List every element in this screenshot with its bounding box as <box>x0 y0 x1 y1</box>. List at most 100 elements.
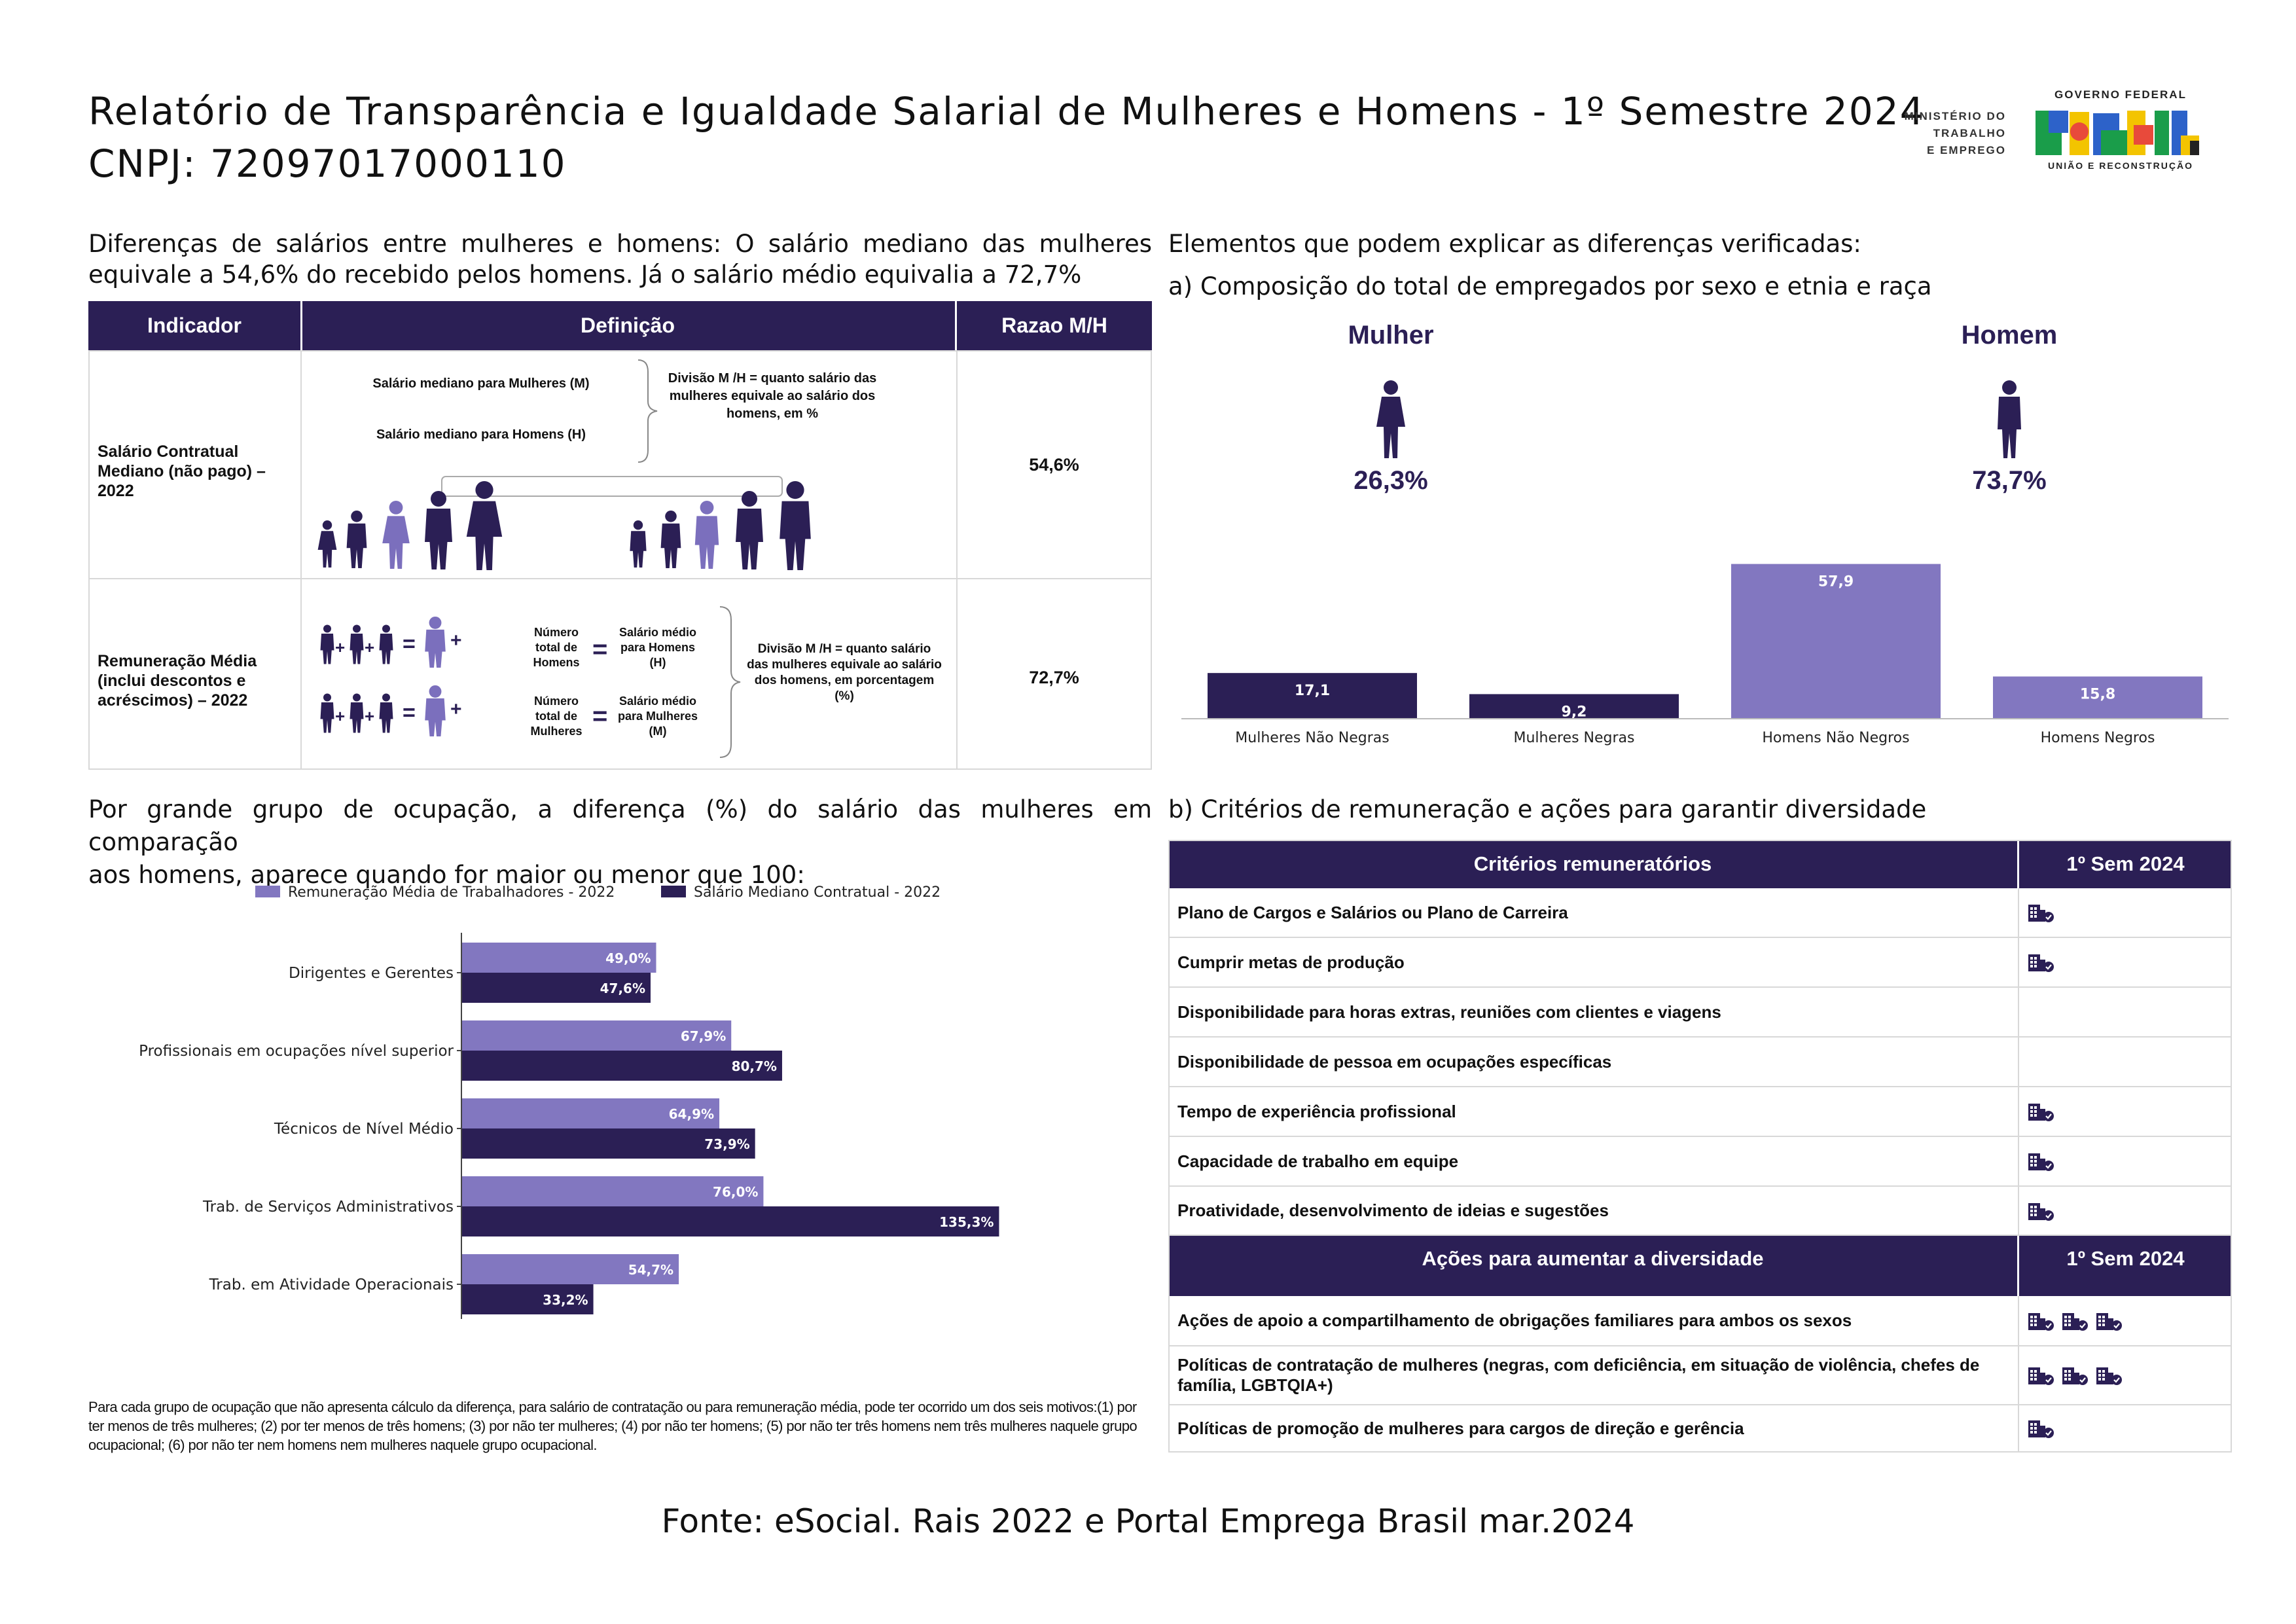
cnpj: CNPJ: 72097017000110 <box>88 141 567 186</box>
building-check-icon <box>2096 1312 2122 1331</box>
row-value <box>2019 988 2232 1036</box>
diff-intro: Diferenças de salários entre mulheres e … <box>88 230 1152 258</box>
row-value <box>2019 1087 2232 1136</box>
table-row: Disponibilidade de pessoa em ocupações e… <box>1168 1038 2232 1087</box>
homem-pct: 73,7% <box>1972 466 2047 495</box>
comp-category-label: Mulheres Negras <box>1513 730 1634 746</box>
criteria-header: Critérios remuneratórios 1º Sem 2024 <box>1168 840 2232 888</box>
composition-intro: Elementos que podem explicar as diferenç… <box>1168 230 1861 258</box>
occ-category-label: Trab. em Atividade Operacionais <box>209 1276 454 1293</box>
diff-table: Indicador Definição Razao M/H Salário Co… <box>88 301 1152 770</box>
table-row: Tempo de experiência profissional <box>1168 1087 2232 1137</box>
occ-bar <box>461 943 656 973</box>
row-label: Políticas de promoção de mulheres para c… <box>1168 1405 2019 1451</box>
row2-sal-m: Salário médio para Mulheres (M) <box>617 695 698 738</box>
occ-bar-label: 67,9% <box>681 1028 726 1044</box>
mulher-pct: 26,3% <box>1354 466 1428 495</box>
legend-label: Remuneração Média de Trabalhadores - 202… <box>288 884 615 901</box>
comp-bar-label: 15,8 <box>2080 686 2115 702</box>
building-check-icon <box>2028 1153 2054 1171</box>
woman-icon <box>1376 380 1405 458</box>
composition-chart: 17,1 Mulheres Não Negras 9,2 Mulheres Negra… <box>1181 564 2229 746</box>
occ-bar <box>461 973 651 1003</box>
row2-ratio: 72,7% <box>1029 668 1079 687</box>
occ-bar-label: 47,6% <box>600 981 645 996</box>
row2-div: Divisão M /H = quanto salário das mulher… <box>747 642 942 703</box>
row-value <box>2019 1187 2232 1235</box>
row-value <box>2019 1038 2232 1086</box>
occ-category-label: Profissionais em ocupações nível superio… <box>139 1043 454 1060</box>
header-razao: Razao M/H <box>1001 314 1107 337</box>
occ-bar-label: 49,0% <box>605 950 651 966</box>
building-check-icon <box>2028 1420 2054 1438</box>
row-label: Ações de apoio a compartilhamento de obr… <box>1168 1296 2019 1345</box>
legend-label: Salário Mediano Contratual - 2022 <box>694 884 941 901</box>
svg-text:=: = <box>403 700 416 725</box>
table-row: Plano de Cargos e Salários ou Plano de C… <box>1168 888 2232 938</box>
sum-women-icon: + + = + <box>320 685 462 736</box>
actions-header: Ações para aumentar a diversidade 1º Sem… <box>1168 1236 2232 1296</box>
building-check-icon <box>2028 1367 2054 1385</box>
building-check-icon <box>2028 905 2054 922</box>
people-figures-icon <box>317 476 811 570</box>
occ-bar-label: 135,3% <box>939 1214 994 1230</box>
criteria-header-label: Critérios remuneratórios <box>1168 840 2019 888</box>
row2-indicator: Remuneração Média (inclui descontos e ac… <box>98 652 257 710</box>
brace-icon-2 <box>719 606 741 758</box>
man-icon <box>1998 380 2021 458</box>
table-row: Políticas de contratação de mulheres (ne… <box>1168 1346 2232 1405</box>
occupation-footnote: Para cada grupo de ocupação que não apre… <box>88 1399 1138 1453</box>
svg-text:+: + <box>365 706 374 726</box>
header-indicador: Indicador <box>88 301 302 350</box>
equals-icon: = <box>592 635 608 664</box>
row-label: Cumprir metas de produção <box>1168 938 2019 986</box>
row-label: Disponibilidade de pessoa em ocupações e… <box>1168 1038 2019 1086</box>
ministry-logo: MINISTÉRIO DO TRABALHO E EMPREGO <box>1904 110 2006 156</box>
actions-header-col: 1º Sem 2024 <box>2066 1247 2185 1270</box>
occ-bar <box>461 1284 594 1314</box>
building-check-icon <box>2062 1367 2088 1385</box>
table-row: Proatividade, desenvolvimento de ideias … <box>1168 1187 2232 1236</box>
table-row: Capacidade de trabalho em equipe <box>1168 1137 2232 1187</box>
occ-category-label: Dirigentes e Gerentes <box>289 965 454 982</box>
row-label: Capacidade de trabalho em equipe <box>1168 1137 2019 1185</box>
gov-logo: GOVERNO FEDERAL UNIÃO E RECONSTRUÇÃO <box>2036 88 2232 173</box>
row-label: Proatividade, desenvolvimento de ideias … <box>1168 1187 2019 1235</box>
building-check-icon <box>2028 1104 2054 1121</box>
table-row: Cumprir metas de produção <box>1168 938 2232 988</box>
actions-header-label: Ações para aumentar a diversidade <box>1168 1236 2019 1296</box>
occupation-intro: Por grande grupo de ocupação, a diferenç… <box>88 795 1152 889</box>
homem-label: Homem <box>1961 321 2058 350</box>
row1-ratio: 54,6% <box>1029 455 1079 475</box>
page-title: Relatório de Transparência e Igualdade S… <box>88 85 1926 190</box>
row-value <box>2019 1346 2232 1404</box>
sum-men-icon: + + = + <box>320 616 462 668</box>
row-value <box>2019 888 2232 937</box>
svg-text:=: = <box>403 632 416 657</box>
equals-icon-2: = <box>592 702 608 731</box>
row-label: Políticas de contratação de mulheres (ne… <box>1168 1346 2019 1404</box>
gov-logo-top: GOVERNO FEDERAL <box>2054 88 2187 101</box>
occ-category-label: Técnicos de Nível Médio <box>274 1121 454 1138</box>
building-check-icon <box>2062 1312 2088 1331</box>
occ-bar <box>461 1176 764 1206</box>
occ-bar <box>461 1051 782 1081</box>
source-footer: Fonte: eSocial. Rais 2022 e Portal Empre… <box>661 1502 1635 1540</box>
comp-category-label: Homens Não Negros <box>1762 730 1909 746</box>
occ-bar <box>461 1020 732 1051</box>
comp-bar <box>1208 673 1417 719</box>
svg-text:+: + <box>365 638 374 657</box>
row1-def-h: Salário mediano para Homens (H) <box>376 427 586 442</box>
comp-bar-label: 9,2 <box>1562 704 1587 720</box>
row-label: Tempo de experiência profissional <box>1168 1087 2019 1136</box>
criteria-subtitle: b) Critérios de remuneração e ações para… <box>1168 795 1927 823</box>
occ-bar-label: 64,9% <box>669 1106 714 1122</box>
table-row: Ações de apoio a compartilhamento de obr… <box>1168 1296 2232 1346</box>
building-check-icon <box>2096 1367 2122 1385</box>
composition-subtitle: a) Composição do total de empregados por… <box>1168 272 1932 300</box>
row2-num-h: Número total de Homens <box>533 626 580 669</box>
criteria-header-col: 1º Sem 2024 <box>2066 852 2185 875</box>
row-value <box>2019 1296 2232 1345</box>
comp-bar-label: 17,1 <box>1295 683 1330 699</box>
comp-bar <box>1731 564 1941 719</box>
